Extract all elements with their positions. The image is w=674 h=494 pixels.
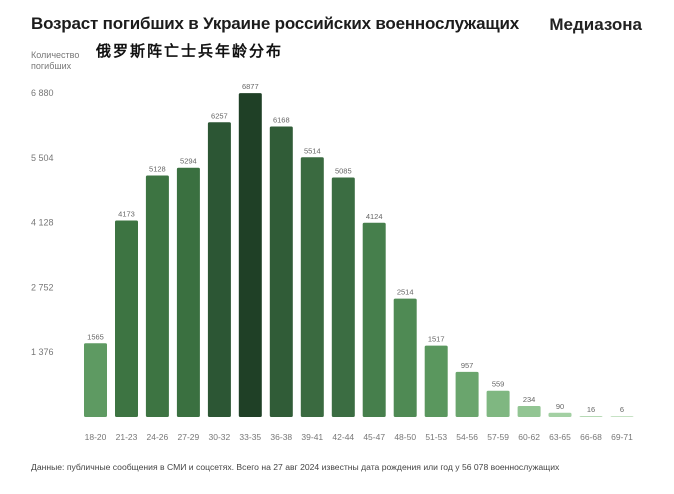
data-label: 5514 [304,146,321,155]
x-tick-label: 45-47 [363,432,385,442]
y-axis-label-line1: Количество [31,50,80,60]
data-label: 6257 [211,111,228,120]
data-label: 957 [461,361,474,370]
x-tick-label: 42-44 [332,432,354,442]
x-tick-label: 51-53 [425,432,447,442]
x-tick-label: 24-26 [147,432,169,442]
footnote: Данные: публичные сообщения в СМИ и соцс… [31,462,560,472]
bar-63-65[interactable] [548,412,572,417]
data-label: 1517 [428,335,445,344]
y-axis-label-line2: погибших [31,61,72,71]
bar-30-32[interactable] [207,122,231,418]
data-label: 5085 [335,167,352,176]
bar-39-41[interactable] [300,157,324,418]
data-label: 6877 [242,82,259,91]
data-label: 234 [523,395,536,404]
bar-21-23[interactable] [115,220,138,418]
bar-45-47[interactable] [362,222,386,417]
bar-69-71[interactable] [610,416,634,417]
y-tick-label: 6 880 [31,88,54,98]
data-labels: 1565 4173 5128 5294 6257 6877 6168 5514 5085 4124… [87,82,624,414]
bar-24-26[interactable] [145,175,169,418]
y-tick-label: 4 128 [31,218,54,228]
y-tick-label: 2 752 [31,282,54,292]
bar-66-68[interactable] [579,416,603,417]
data-label: 6168 [273,116,290,125]
x-tick-label: 48-50 [394,432,416,442]
bar-57-59[interactable] [486,390,510,417]
x-tick-label: 69-71 [611,432,633,442]
x-tick-label: 33-35 [239,432,261,442]
bar-36-38[interactable] [269,126,293,418]
x-tick-label: 39-41 [301,432,323,442]
y-axis-label: Количество погибших [31,50,91,72]
x-tick-label: 30-32 [209,432,231,442]
x-tick-label: 66-68 [580,432,602,442]
bar-54-56[interactable] [455,371,479,417]
bar-33-35[interactable] [238,93,262,417]
data-label: 6 [620,405,624,414]
data-label: 90 [556,402,564,411]
bar-51-53[interactable] [424,345,448,417]
x-tick-label: 36-38 [270,432,292,442]
x-tick-label: 60-62 [518,432,540,442]
x-tick-label: 21-23 [116,432,138,442]
data-label: 4173 [118,210,135,219]
bar-18-20[interactable] [84,343,107,417]
data-label: 16 [587,405,595,414]
x-ticks: 18-20 21-23 24-26 27-29 30-32 33-35 36-38 39-41… [85,432,634,442]
data-label: 1565 [87,332,104,341]
x-tick-label: 54-56 [456,432,478,442]
x-tick-label: 57-59 [487,432,509,442]
bar-27-29[interactable] [176,167,200,417]
y-tick-label: 5 504 [31,153,54,163]
chart-title: Возраст погибших в Украине российских во… [31,14,520,33]
chinese-subtitle: 俄罗斯阵亡士兵年龄分布 [96,42,284,60]
brand-logo[interactable]: Медиазона [549,15,642,34]
x-tick-label: 63-65 [549,432,571,442]
data-label: 4124 [366,212,383,221]
y-tick-label: 1 376 [31,347,54,357]
x-tick-label: 27-29 [178,432,200,442]
data-label: 559 [492,380,505,389]
data-label: 2514 [397,288,414,297]
bar-42-44[interactable] [331,177,355,418]
data-label: 5294 [180,157,197,166]
bar-48-50[interactable] [393,298,417,417]
data-label: 5128 [149,165,166,174]
bars [84,93,634,418]
y-ticks: 1 376 2 752 4 128 5 504 6 880 [31,88,54,357]
bar-60-62[interactable] [517,406,541,417]
x-tick-label: 18-20 [85,432,107,442]
